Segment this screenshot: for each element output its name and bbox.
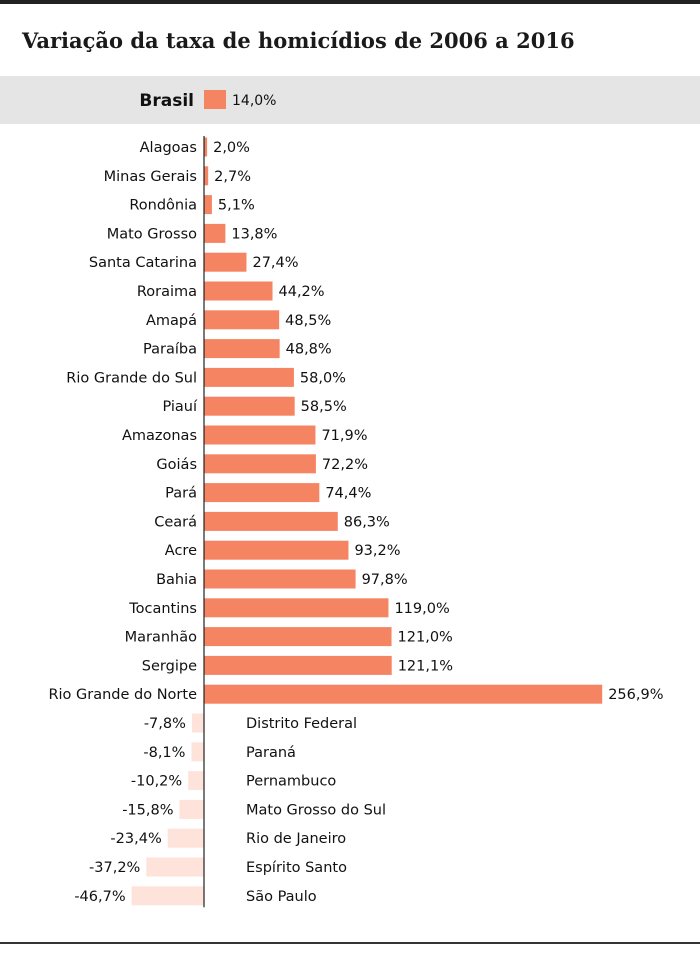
value-label-rio-de-janeiro: -23,4% bbox=[110, 831, 161, 847]
category-label-tocantins: Tocantins bbox=[128, 601, 197, 617]
category-label-sergipe: Sergipe bbox=[142, 658, 197, 674]
bar-rondonia bbox=[204, 195, 212, 215]
value-label-minas-gerais: 2,7% bbox=[214, 169, 251, 185]
category-label-goias: Goiás bbox=[156, 457, 197, 473]
category-label-minas-gerais: Minas Gerais bbox=[104, 169, 197, 185]
category-label-rio-grande-do-sul: Rio Grande do Sul bbox=[66, 370, 197, 386]
value-label-santa-catarina: 27,4% bbox=[252, 255, 298, 271]
highlight-value-label: 14,0% bbox=[232, 93, 276, 109]
bar-amapa bbox=[204, 310, 280, 330]
category-label-espirito-santo: Espírito Santo bbox=[246, 860, 347, 876]
category-label-bahia: Bahia bbox=[156, 572, 197, 588]
bar-parana bbox=[191, 742, 204, 762]
value-label-distrito-federal: -7,8% bbox=[144, 716, 186, 732]
category-label-santa-catarina: Santa Catarina bbox=[89, 255, 197, 271]
category-label-rio-de-janeiro: Rio de Janeiro bbox=[246, 831, 346, 847]
value-label-maranhao: 121,0% bbox=[398, 630, 453, 646]
category-label-maranhao: Maranhão bbox=[125, 630, 198, 646]
category-label-piaui: Piauí bbox=[162, 399, 198, 415]
bar-paraiba bbox=[204, 339, 280, 359]
value-label-para: 74,4% bbox=[325, 486, 371, 502]
value-label-rio-grande-do-sul: 58,0% bbox=[300, 370, 346, 386]
bar-distrito-federal bbox=[191, 713, 204, 733]
category-label-ceara: Ceará bbox=[154, 514, 197, 530]
category-label-mato-grosso: Mato Grosso bbox=[107, 226, 197, 242]
highlight-category-label: Brasil bbox=[139, 91, 194, 111]
bar-acre bbox=[204, 540, 349, 560]
highlight-bar bbox=[204, 90, 226, 109]
value-label-parana: -8,1% bbox=[143, 745, 185, 761]
category-label-mato-grosso-do-sul: Mato Grosso do Sul bbox=[246, 802, 386, 818]
bar-tocantins bbox=[204, 598, 389, 618]
value-label-roraima: 44,2% bbox=[279, 284, 325, 300]
value-label-paraiba: 48,8% bbox=[286, 342, 332, 358]
value-label-acre: 93,2% bbox=[354, 543, 400, 559]
bar-santa-catarina bbox=[204, 252, 247, 272]
category-label-parana: Paraná bbox=[246, 745, 296, 761]
bar-mato-grosso bbox=[204, 223, 226, 243]
bottom-rule bbox=[0, 942, 700, 944]
value-label-sao-paulo: -46,7% bbox=[74, 889, 125, 905]
value-label-espirito-santo: -37,2% bbox=[89, 860, 140, 876]
category-label-paraiba: Paraíba bbox=[143, 342, 197, 358]
value-label-rondonia: 5,1% bbox=[218, 198, 255, 214]
bar-minas-gerais bbox=[204, 166, 209, 186]
value-label-pernambuco: -10,2% bbox=[131, 774, 182, 790]
bar-sao-paulo bbox=[131, 886, 204, 906]
highlight-band bbox=[0, 76, 700, 124]
value-label-amazonas: 71,9% bbox=[321, 428, 367, 444]
category-label-amazonas: Amazonas bbox=[122, 428, 197, 444]
chart-title: Variação da taxa de homicídios de 2006 a… bbox=[22, 28, 575, 53]
value-label-alagoas: 2,0% bbox=[213, 140, 250, 156]
category-label-amapa: Amapá bbox=[146, 313, 197, 329]
bar-goias bbox=[204, 454, 316, 474]
bar-maranhao bbox=[204, 627, 392, 647]
bar-amazonas bbox=[204, 425, 316, 445]
value-label-tocantins: 119,0% bbox=[394, 601, 449, 617]
category-label-alagoas: Alagoas bbox=[140, 140, 197, 156]
category-label-rio-grande-do-norte: Rio Grande do Norte bbox=[48, 687, 197, 703]
bar-rio-de-janeiro bbox=[167, 828, 204, 848]
bar-sergipe bbox=[204, 655, 392, 675]
value-label-amapa: 48,5% bbox=[285, 313, 331, 329]
value-label-piaui: 58,5% bbox=[301, 399, 347, 415]
category-label-acre: Acre bbox=[165, 543, 197, 559]
category-label-rondonia: Rondônia bbox=[129, 198, 197, 214]
value-label-goias: 72,2% bbox=[322, 457, 368, 473]
category-label-roraima: Roraima bbox=[137, 284, 197, 300]
category-label-para: Pará bbox=[165, 486, 197, 502]
top-rule bbox=[0, 0, 700, 4]
bar-para bbox=[204, 483, 320, 503]
bar-pernambuco bbox=[188, 771, 204, 791]
bar-rio-grande-do-sul bbox=[204, 367, 294, 387]
bar-espirito-santo bbox=[146, 857, 204, 877]
category-label-pernambuco: Pernambuco bbox=[246, 774, 336, 790]
value-label-ceara: 86,3% bbox=[344, 514, 390, 530]
value-label-mato-grosso-do-sul: -15,8% bbox=[122, 802, 173, 818]
bar-mato-grosso-do-sul bbox=[179, 799, 204, 819]
category-label-distrito-federal: Distrito Federal bbox=[246, 716, 357, 732]
bar-alagoas bbox=[204, 137, 208, 157]
value-label-rio-grande-do-norte: 256,9% bbox=[608, 687, 663, 703]
bar-roraima bbox=[204, 281, 273, 301]
bar-rio-grande-do-norte bbox=[204, 684, 603, 704]
bar-piaui bbox=[204, 396, 295, 416]
value-label-mato-grosso: 13,8% bbox=[231, 226, 277, 242]
bar-ceara bbox=[204, 511, 338, 531]
value-label-bahia: 97,8% bbox=[362, 572, 408, 588]
value-label-sergipe: 121,1% bbox=[398, 658, 453, 674]
category-label-sao-paulo: São Paulo bbox=[246, 889, 317, 905]
bar-bahia bbox=[204, 569, 356, 589]
